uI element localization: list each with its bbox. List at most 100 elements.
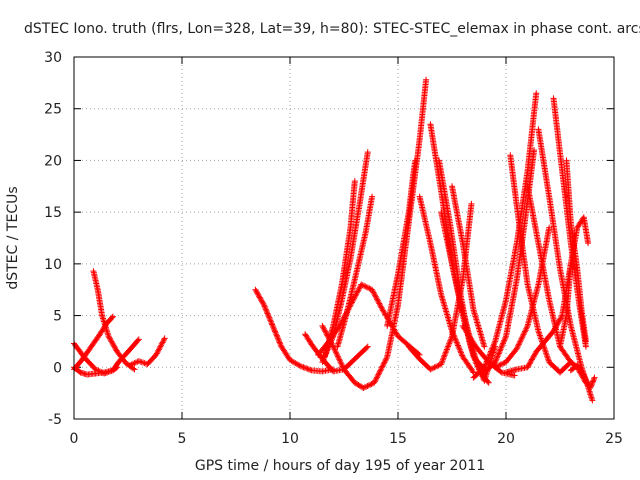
series-15 bbox=[416, 193, 477, 376]
data-point bbox=[364, 149, 371, 156]
data-point-run bbox=[79, 344, 94, 362]
data-point bbox=[589, 397, 596, 404]
data-point-run bbox=[535, 126, 552, 199]
data-point-run bbox=[535, 240, 552, 302]
data-point-run bbox=[88, 332, 103, 350]
plot-frame bbox=[73, 56, 615, 420]
data-point bbox=[485, 379, 492, 386]
data-point-run bbox=[524, 183, 542, 245]
data-points bbox=[71, 76, 598, 404]
y-tick-label: 0 bbox=[53, 360, 62, 376]
data-point bbox=[582, 343, 589, 350]
data-point bbox=[511, 372, 518, 379]
data-point-run bbox=[356, 150, 371, 210]
data-point-run bbox=[567, 322, 585, 369]
data-point-run bbox=[416, 356, 433, 372]
series-21 bbox=[481, 147, 538, 376]
data-point-run bbox=[269, 322, 284, 349]
data-point-run bbox=[587, 375, 597, 391]
data-point bbox=[582, 338, 589, 345]
data-point-run bbox=[144, 353, 158, 368]
data-point-run bbox=[513, 324, 530, 352]
data-point bbox=[531, 147, 538, 154]
y-axis-label: dSTEC / TECUs bbox=[5, 186, 21, 289]
data-point-run bbox=[427, 240, 444, 297]
series-4 bbox=[90, 268, 138, 373]
data-point-run bbox=[427, 361, 443, 373]
data-point-run bbox=[330, 343, 347, 371]
data-point-run bbox=[524, 281, 541, 333]
x-axis-label: GPS time / hours of day 195 of year 2011 bbox=[195, 458, 485, 474]
series-13 bbox=[384, 157, 419, 329]
data-point-run bbox=[405, 343, 422, 361]
data-point-run bbox=[438, 291, 455, 333]
data-point bbox=[533, 90, 540, 97]
data-point-run bbox=[516, 219, 531, 286]
data-point-run bbox=[459, 322, 478, 349]
series-19 bbox=[449, 183, 488, 350]
data-point-run bbox=[347, 205, 362, 262]
data-point-run bbox=[524, 91, 540, 174]
data-point bbox=[423, 76, 430, 83]
data-point-run bbox=[459, 240, 477, 312]
data-point-run bbox=[371, 355, 390, 386]
data-point-run bbox=[557, 314, 570, 350]
data-point-run bbox=[343, 277, 358, 319]
x-tick-label: 20 bbox=[497, 431, 515, 447]
x-tick-label: 15 bbox=[389, 431, 407, 447]
data-point bbox=[481, 343, 488, 350]
data-point-run bbox=[321, 324, 336, 360]
data-point bbox=[135, 336, 142, 343]
data-point-run bbox=[503, 346, 519, 366]
data-point-run bbox=[503, 277, 520, 340]
data-point bbox=[161, 335, 168, 342]
y-tick-label: -5 bbox=[48, 412, 62, 428]
data-point-run bbox=[449, 260, 466, 312]
data-point-run bbox=[507, 152, 522, 224]
data-point-run bbox=[347, 179, 358, 231]
data-point-run bbox=[470, 307, 487, 349]
data-point-run bbox=[410, 159, 419, 179]
data-point-run bbox=[360, 380, 376, 391]
data-point-run bbox=[470, 365, 487, 381]
series-3 bbox=[71, 313, 116, 373]
data-point-run bbox=[125, 337, 141, 355]
data-point-run bbox=[438, 334, 455, 368]
data-point-run bbox=[153, 336, 167, 358]
data-point-run bbox=[492, 298, 509, 345]
data-point-run bbox=[338, 226, 354, 288]
data-point bbox=[369, 193, 376, 200]
data-point-run bbox=[341, 366, 357, 385]
data-point-run bbox=[351, 231, 369, 283]
data-point-run bbox=[541, 329, 556, 345]
data-point bbox=[468, 200, 475, 207]
y-tick-label: 15 bbox=[44, 205, 62, 221]
data-point-run bbox=[574, 266, 585, 312]
data-point-run bbox=[550, 313, 565, 335]
y-tick-label: 10 bbox=[44, 257, 62, 273]
series-18 bbox=[438, 209, 492, 386]
data-point-run bbox=[358, 281, 374, 293]
series-29 bbox=[557, 214, 592, 350]
data-point-run bbox=[436, 157, 453, 224]
data-point-run bbox=[395, 210, 412, 278]
data-point-run bbox=[449, 328, 466, 359]
data-point bbox=[131, 366, 138, 373]
series-12 bbox=[334, 193, 376, 350]
data-point-run bbox=[438, 209, 455, 266]
data-point-run bbox=[533, 339, 547, 355]
x-tick-label: 5 bbox=[178, 431, 187, 447]
series-11 bbox=[321, 178, 358, 360]
data-point-run bbox=[557, 360, 573, 376]
data-point bbox=[351, 178, 358, 185]
y-tick-label: 5 bbox=[53, 309, 62, 325]
y-tick-label: 30 bbox=[44, 50, 62, 66]
data-point-run bbox=[546, 193, 563, 271]
data-point bbox=[470, 369, 477, 376]
data-point-run bbox=[416, 193, 433, 245]
data-point-run bbox=[330, 283, 345, 329]
data-point-run bbox=[563, 157, 574, 224]
data-point-run bbox=[578, 307, 589, 343]
data-point bbox=[585, 240, 592, 247]
